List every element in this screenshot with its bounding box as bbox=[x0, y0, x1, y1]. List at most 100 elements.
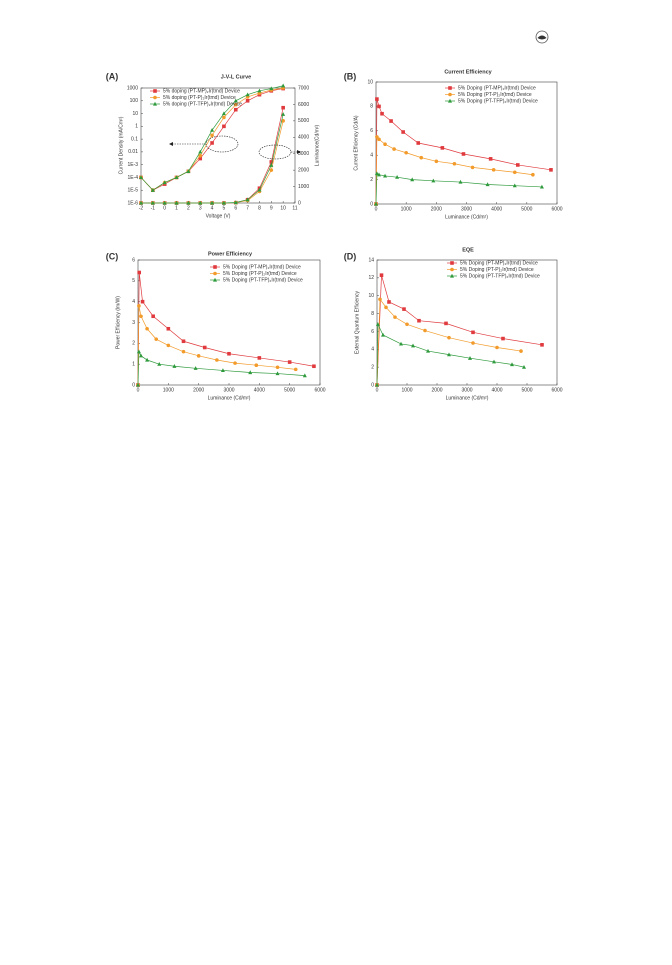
marker-square bbox=[379, 273, 384, 277]
marker-triangle bbox=[186, 169, 191, 173]
marker-circle bbox=[450, 267, 454, 272]
marker-triangle bbox=[375, 382, 379, 387]
x-tick-label: 3000 bbox=[461, 206, 472, 212]
marker-triangle bbox=[281, 83, 286, 88]
y-tick-label: 12 bbox=[368, 275, 374, 281]
marker-square bbox=[151, 314, 155, 319]
x-tick-label: 0 bbox=[137, 387, 140, 393]
x-tick-label: 3000 bbox=[223, 387, 234, 393]
y-tick-label: 8 bbox=[370, 104, 373, 110]
y2-tick-label: 0 bbox=[298, 200, 301, 206]
marker-triangle bbox=[172, 364, 177, 368]
chart-title: J-V-L Curve bbox=[221, 74, 251, 80]
marker-triangle bbox=[139, 200, 143, 205]
marker-triangle bbox=[269, 163, 274, 167]
marker-triangle bbox=[411, 343, 415, 348]
y-tick-label: 10 bbox=[132, 111, 138, 117]
marker-square bbox=[222, 124, 226, 129]
marker-square bbox=[401, 130, 405, 134]
legend-label: 5% Doping (PT-MP)₂Ir(tmd) Device bbox=[460, 260, 538, 266]
marker-triangle bbox=[186, 200, 191, 205]
marker-circle bbox=[491, 168, 496, 172]
y-tick-label: 1 bbox=[135, 124, 138, 130]
marker-circle bbox=[384, 305, 388, 310]
x-tick-label: 0 bbox=[163, 205, 166, 211]
marker-square bbox=[137, 270, 142, 275]
marker-triangle bbox=[210, 200, 215, 205]
marker-triangle bbox=[447, 352, 451, 357]
marker-circle bbox=[275, 365, 280, 370]
marker-triangle bbox=[399, 341, 403, 346]
y-axis-label: Current Density (mA/Cm²) bbox=[118, 116, 124, 174]
marker-triangle bbox=[150, 200, 155, 205]
marker-triangle bbox=[302, 373, 307, 378]
marker-circle bbox=[269, 168, 274, 172]
marker-triangle bbox=[374, 201, 378, 206]
y-tick-label: 0 bbox=[370, 201, 373, 207]
logo-icon bbox=[535, 30, 549, 44]
y-tick-label: 4 bbox=[371, 347, 374, 353]
marker-square bbox=[540, 343, 544, 347]
marker-square bbox=[269, 160, 274, 164]
y-tick-label: 4 bbox=[132, 299, 135, 305]
marker-circle bbox=[377, 137, 381, 142]
marker-circle bbox=[233, 361, 237, 365]
y-axis-label: External Quantum Efficiency bbox=[354, 291, 360, 354]
annotation-arrowhead bbox=[169, 142, 173, 146]
marker-square bbox=[233, 107, 238, 112]
y-tick-label: 100 bbox=[130, 98, 139, 104]
marker-square bbox=[153, 89, 157, 93]
marker-triangle bbox=[512, 183, 517, 188]
y-axis-label: Power Efficiency (lm/W) bbox=[115, 296, 121, 349]
y2-axis-label: Luminance(Cd/m²) bbox=[314, 124, 320, 166]
marker-square bbox=[213, 265, 217, 269]
chart-title: EQE bbox=[462, 247, 474, 253]
x-tick-label: 3 bbox=[199, 205, 202, 211]
y-tick-label: 10 bbox=[368, 293, 374, 299]
marker-triangle bbox=[220, 368, 225, 373]
marker-circle bbox=[137, 304, 141, 308]
marker-triangle bbox=[136, 349, 141, 354]
marker-square bbox=[444, 321, 448, 326]
legend-label: 5% Doping (PT-MP)₂Ir(tmd) Device bbox=[223, 264, 301, 270]
chart-title: Power Efficiency bbox=[208, 251, 253, 257]
x-tick-label: 4000 bbox=[491, 387, 502, 393]
x-tick-label: 2 bbox=[187, 205, 190, 211]
marker-square bbox=[515, 163, 520, 167]
x-tick-label: 1000 bbox=[401, 206, 412, 212]
x-tick-label: 5000 bbox=[521, 206, 532, 212]
x-tick-label: 6000 bbox=[551, 206, 562, 212]
marker-triangle bbox=[395, 174, 400, 179]
marker-square bbox=[389, 119, 393, 123]
x-tick-label: -1 bbox=[151, 205, 156, 211]
marker-circle bbox=[293, 367, 298, 372]
marker-square bbox=[245, 98, 250, 103]
marker-square bbox=[375, 97, 379, 101]
y-tick-label: 1000 bbox=[127, 85, 138, 91]
marker-circle bbox=[378, 297, 382, 302]
marker-circle bbox=[531, 172, 535, 177]
marker-circle bbox=[392, 147, 396, 151]
marker-circle bbox=[405, 322, 409, 327]
x-tick-label: 6000 bbox=[551, 387, 562, 393]
marker-square bbox=[440, 146, 445, 150]
panel-label: (D) bbox=[344, 251, 357, 261]
chart-title: Current Efficiency bbox=[444, 69, 492, 75]
y-tick-label: 0 bbox=[132, 382, 135, 388]
x-axis-label: Luminance (Cd/m²) bbox=[446, 395, 489, 401]
x-tick-label: 4000 bbox=[254, 387, 265, 393]
x-tick-label: 0 bbox=[375, 206, 378, 212]
marker-triangle bbox=[233, 98, 238, 103]
marker-circle bbox=[383, 142, 387, 147]
marker-circle bbox=[471, 341, 475, 345]
x-tick-label: 1000 bbox=[401, 387, 412, 393]
x-tick-label: 8 bbox=[258, 205, 261, 211]
y-tick-label: 2 bbox=[132, 341, 135, 347]
marker-square bbox=[417, 318, 421, 323]
marker-circle bbox=[470, 165, 475, 170]
y-tick-label: 2 bbox=[371, 364, 374, 370]
legend-label: 5% Doping (PT-TFP)₂Ir(tmd) Device bbox=[458, 98, 538, 104]
x-tick-label: 9 bbox=[270, 205, 273, 211]
marker-triangle bbox=[162, 180, 167, 185]
